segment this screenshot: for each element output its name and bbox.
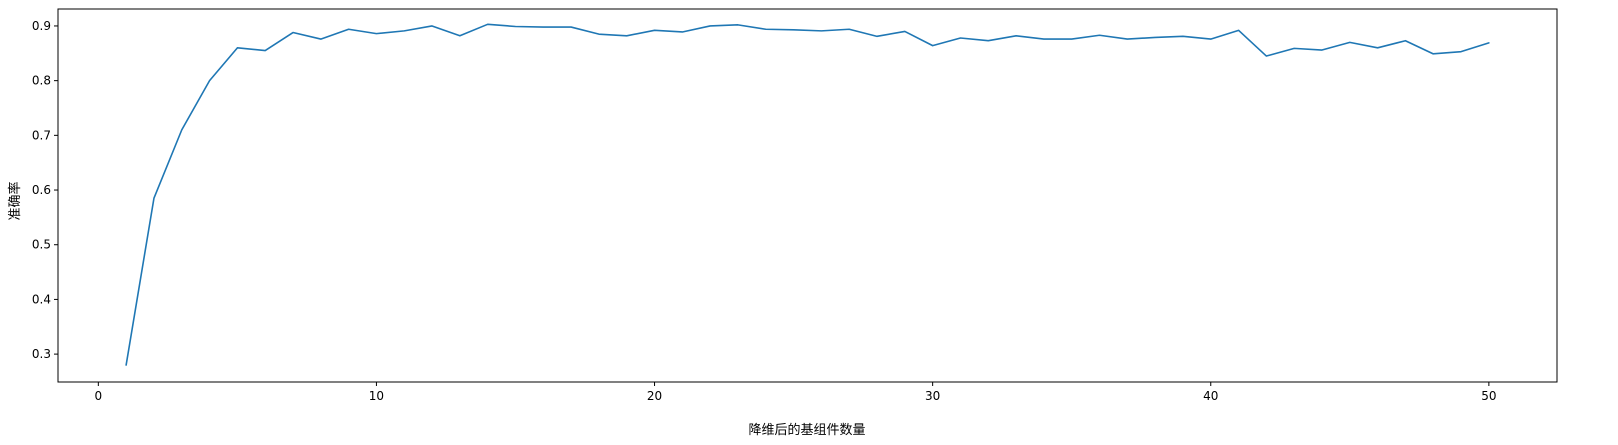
plot-frame: [57, 8, 1558, 383]
x-tick-label-50: 50: [1481, 389, 1496, 403]
series-line: [125, 23, 1490, 366]
x-tick-label-30: 30: [925, 389, 940, 403]
x-axis-ticks: 0 10 20 30 40 50: [95, 382, 1497, 403]
x-tick-label-10: 10: [369, 389, 384, 403]
y-tick-label-0.6: 0.6: [32, 183, 51, 197]
y-tick-label-0.8: 0.8: [32, 74, 51, 88]
x-tick-label-0: 0: [95, 389, 103, 403]
x-tick-label-20: 20: [647, 389, 662, 403]
x-axis-title: 降维后的基组件数量: [748, 422, 865, 438]
y-axis-title: 准确率: [7, 181, 23, 220]
x-tick-label-40: 40: [1203, 389, 1218, 403]
y-tick-label-0.3: 0.3: [32, 347, 51, 361]
y-tick-label-0.5: 0.5: [32, 238, 51, 252]
y-tick-label-0.9: 0.9: [32, 19, 51, 33]
plot-area: [57, 8, 1558, 383]
y-axis-ticks: 0.3 0.4 0.5 0.6 0.7 0.8 0.9: [32, 19, 58, 361]
y-tick-label-0.7: 0.7: [32, 128, 51, 142]
y-tick-label-0.4: 0.4: [32, 292, 51, 306]
